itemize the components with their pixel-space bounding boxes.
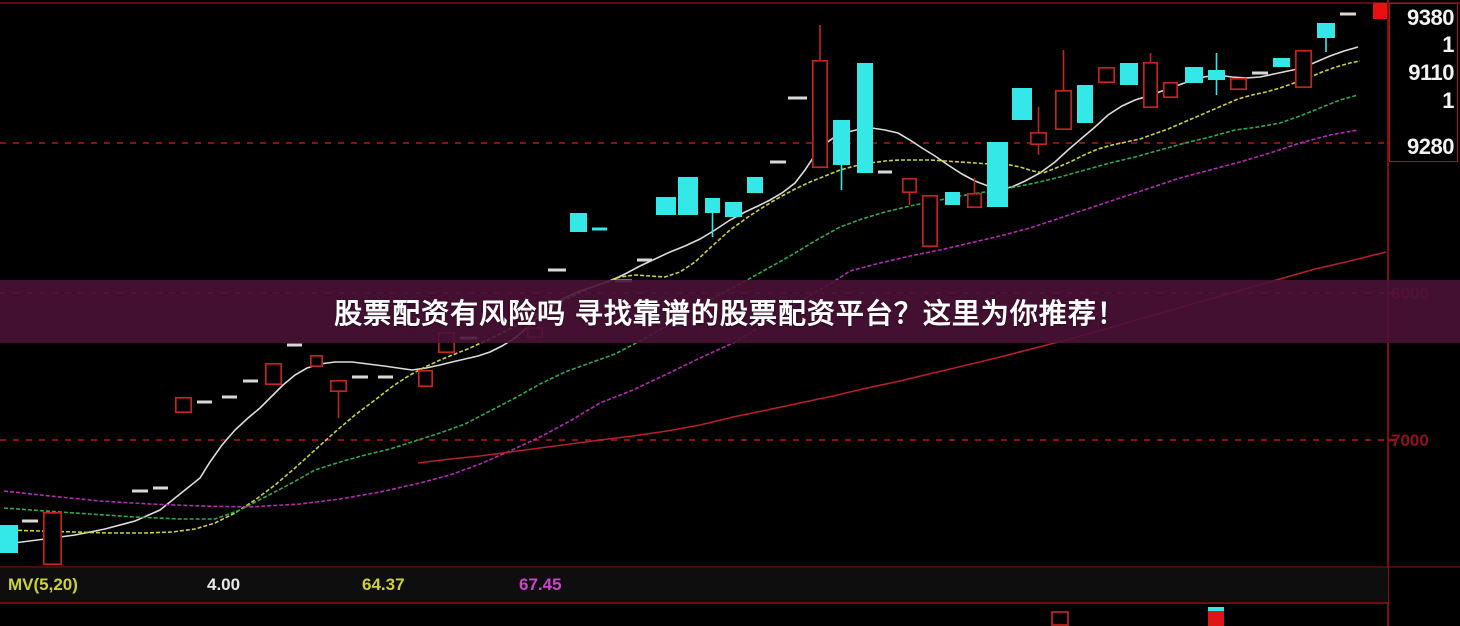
promo-banner-text: 股票配资有风险吗 寻找靠谱的股票配资平台？这里为你推荐！ bbox=[334, 297, 1126, 329]
quote-box: 9380 1 9110 1 9280 bbox=[1389, 3, 1458, 162]
indicator-value-3: 67.45 bbox=[519, 575, 562, 594]
indicator-name-label[interactable]: MV(5,20) bbox=[8, 575, 78, 594]
candles bbox=[0, 12, 1356, 566]
ma-line-MA5 bbox=[13, 46, 1359, 544]
indicator-value-1: 4.00 bbox=[207, 575, 241, 594]
quote-sell-price: 9380 bbox=[1407, 5, 1454, 30]
highlight-marker-square bbox=[1373, 3, 1387, 19]
volume-bars bbox=[1051, 607, 1224, 626]
quote-buy-price: 9110 bbox=[1408, 60, 1454, 85]
quote-buy-volume: 1 bbox=[1442, 88, 1454, 113]
quote-last-price: 9280 bbox=[1407, 134, 1454, 159]
indicator-bar: MV(5,20) 4.00 64.37 67.45 bbox=[0, 568, 1388, 602]
indicator-value-2: 64.37 bbox=[362, 575, 405, 594]
y-axis-label-7000: 7000 bbox=[1391, 431, 1429, 450]
quote-sell-volume: 1 bbox=[1442, 32, 1454, 57]
promo-banner[interactable]: 股票配资有风险吗 寻找靠谱的股票配资平台？这里为你推荐！ bbox=[0, 280, 1460, 343]
ma-line-MA10 bbox=[5, 60, 1361, 534]
